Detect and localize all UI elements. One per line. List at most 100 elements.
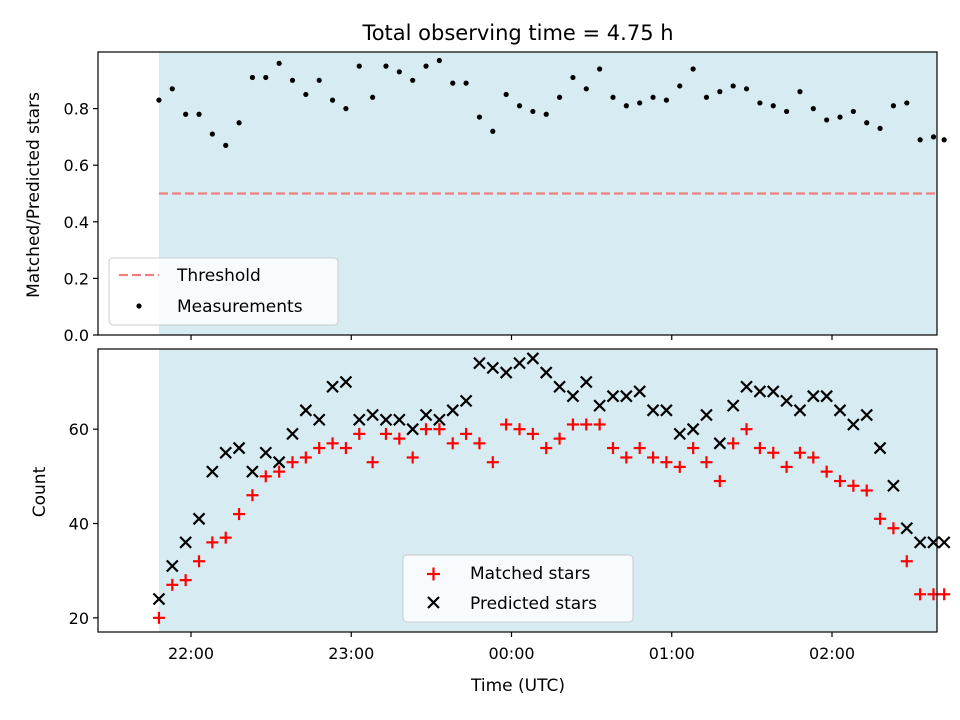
predicted-star-point [740, 380, 753, 394]
matched-star-point [914, 588, 927, 601]
predicted-star-point [393, 413, 406, 427]
measurement-point [156, 97, 162, 103]
matched-star-point [339, 442, 352, 455]
measurement-point [783, 108, 790, 115]
predicted-star-point [753, 385, 767, 398]
matched-star-point [179, 574, 192, 587]
measurement-point [623, 103, 629, 109]
matched-star-point [847, 479, 860, 492]
predicted-star-point [673, 427, 687, 441]
x-tick-label: 00:00 [488, 644, 534, 663]
matched-star-point [713, 475, 726, 488]
matched-star-point [647, 451, 660, 464]
predicted-star-point [593, 399, 606, 412]
measurement-point [410, 77, 416, 83]
matched-star-point [420, 423, 433, 436]
predicted-star-point [780, 394, 793, 408]
predicted-star-point [286, 427, 299, 441]
predicted-star-point [499, 366, 513, 379]
measurement-point [530, 108, 536, 115]
predicted-star-point [700, 408, 713, 422]
predicted-star-point [433, 413, 446, 427]
matched-star-point [767, 446, 780, 459]
x-tick-label: 22:00 [168, 644, 214, 663]
predicted-star-point [887, 479, 900, 493]
top-chart-title: Total observing time = 4.75 h [361, 21, 673, 45]
measurement-point [169, 86, 175, 92]
matched-star-point [606, 442, 619, 455]
measurement-point [663, 97, 670, 103]
predicted-star-point [526, 352, 540, 365]
matched-star-point [500, 418, 513, 431]
measurement-point [583, 86, 589, 92]
predicted-star-point [620, 389, 633, 403]
matched-star-point [206, 536, 219, 549]
predicted-star-point [366, 408, 379, 422]
predicted-star-point [166, 559, 179, 573]
matched-star-point [593, 418, 606, 431]
matched-star-point [700, 456, 713, 469]
measurement-point [316, 77, 322, 83]
measurement-point [730, 83, 736, 89]
predicted-star-point [232, 441, 246, 455]
predicted-star-point [646, 404, 660, 417]
matched-star-point [460, 427, 473, 440]
matched-star-point [152, 611, 165, 624]
bottom-marks [152, 352, 951, 624]
top-legend: Threshold Measurements [108, 257, 339, 326]
matched-star-point [286, 456, 299, 469]
measurement-point [877, 125, 883, 132]
top-legend-box [108, 257, 339, 326]
predicted-star-point [446, 404, 460, 417]
matched-star-point [393, 432, 406, 445]
predicted-star-point [766, 385, 780, 398]
matched-star-point [446, 437, 459, 450]
predicted-star-point [807, 389, 820, 403]
measurement-point [196, 111, 202, 117]
predicted-star-point [566, 389, 580, 403]
measurement-point [223, 142, 229, 148]
measurement-point [423, 63, 429, 69]
bottom-panel: 20 40 60 22:00 23:00 00:00 01:00 02:00 Count T… [30, 348, 951, 696]
matched-star-point [660, 456, 673, 469]
matched-star-point [540, 442, 553, 455]
matched-star-point [433, 423, 446, 436]
predicted-star-point [219, 446, 232, 460]
matched-star-point [780, 460, 793, 473]
matched-star-point [753, 442, 766, 455]
legend-threshold-label: Threshold [176, 266, 261, 286]
predicted-star-point [339, 375, 353, 389]
bottom-x-axis-label: Time (UTC) [470, 676, 565, 696]
top-x-ticks [190, 335, 833, 340]
matched-star-point [526, 427, 539, 440]
measurement-point [476, 114, 483, 120]
matched-star-point [379, 427, 392, 440]
bottom-panel-frame [97, 348, 938, 633]
bottom-legend-box [402, 554, 634, 623]
matched-star-point [473, 437, 486, 450]
matched-star-point [673, 460, 686, 473]
predicted-star-point [513, 356, 526, 370]
y-tick-label: 60 [69, 420, 89, 439]
legend-predicted-swatch [427, 596, 440, 609]
predicted-star-point [352, 413, 366, 427]
matched-star-point [887, 522, 900, 535]
matched-star-point [219, 531, 232, 544]
predicted-star-point [553, 380, 566, 394]
measurement-point [263, 74, 269, 81]
measurement-point [850, 108, 856, 115]
measurement-point [303, 91, 309, 98]
measurement-point [450, 80, 456, 86]
matched-star-point [259, 470, 272, 483]
bottom-y-axis-label: Count [30, 466, 50, 517]
predicted-star-point [660, 404, 673, 417]
top-panel-frame [97, 51, 938, 336]
measurement-point [610, 94, 616, 100]
predicted-star-point [937, 536, 951, 549]
measurement-point [236, 120, 242, 126]
measurement-point [930, 134, 937, 140]
measurement-point [703, 94, 710, 100]
matched-star-point [273, 465, 286, 478]
measurement-point [917, 137, 923, 143]
